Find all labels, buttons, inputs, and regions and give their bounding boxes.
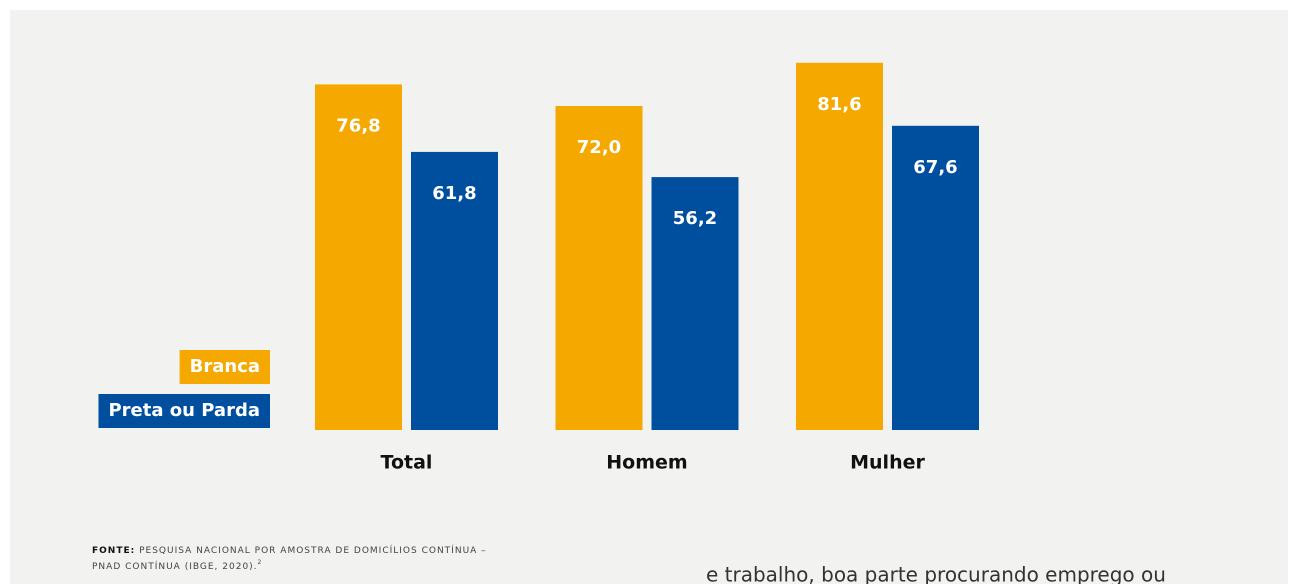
bar xyxy=(411,151,498,430)
bar xyxy=(892,125,979,431)
bar xyxy=(651,177,739,430)
value-label: 61,8 xyxy=(432,183,476,204)
value-label: 72,0 xyxy=(577,137,621,158)
bar xyxy=(796,62,883,431)
x-tick-label: Mulher xyxy=(850,452,925,474)
x-tick-label: Homem xyxy=(606,452,687,474)
value-label: 56,2 xyxy=(673,208,717,229)
source-text: PNAD CONTÍNUA (IBGE, 2020). xyxy=(92,560,258,572)
source: PNAD CONTÍNUA (IBGE, 2020).2 xyxy=(92,559,262,572)
legend-swatch xyxy=(179,350,270,384)
footnote: 2 xyxy=(258,559,263,566)
body-text: e trabalho, boa parte procurando emprego… xyxy=(706,563,1166,584)
value-label: 81,6 xyxy=(817,94,861,115)
bar xyxy=(315,84,402,431)
legend-label: Branca xyxy=(190,356,260,377)
x-tick-label: Total xyxy=(381,452,433,474)
source: FONTE: PESQUISA NACIONAL POR AMOSTRA DE … xyxy=(92,544,487,556)
legend-swatch xyxy=(98,394,270,428)
value-label: 76,8 xyxy=(336,115,380,136)
legend-label: Preta ou Parda xyxy=(108,400,260,421)
bar xyxy=(555,106,643,430)
source-label: FONTE: xyxy=(92,546,135,556)
source-text: PESQUISA NACIONAL POR AMOSTRA DE DOMICÍL… xyxy=(139,544,487,556)
value-label: 67,6 xyxy=(913,157,957,178)
background xyxy=(10,10,1288,584)
